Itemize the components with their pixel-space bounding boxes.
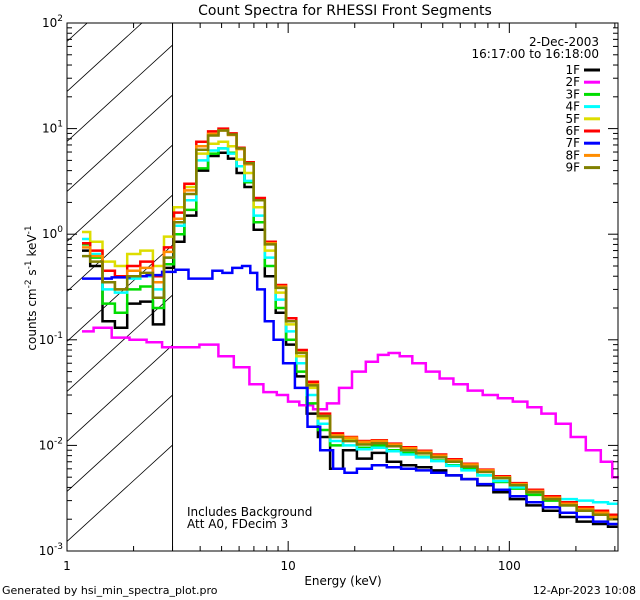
x-tick-label: 1 [63,559,71,573]
hatch-line [67,194,173,292]
series-2F [82,326,619,479]
legend-label-9F: 9F [565,161,580,175]
series-1F [82,151,618,528]
y-tick-label: 10-3 [39,542,63,558]
x-tick-label: 10 [281,559,296,573]
hatch-line [67,44,173,142]
legend-label-2F: 2F [565,75,580,89]
hatch-line [67,23,143,92]
legend-label-7F: 7F [565,136,580,150]
series-6F [82,127,618,517]
legend-label-5F: 5F [565,112,580,126]
legend-label-4F: 4F [565,100,580,114]
hatch-line [67,144,173,242]
annotation-attenuator: Att A0, FDecim 3 [187,517,288,531]
legend-label-8F: 8F [565,148,580,162]
legend-label-3F: 3F [565,87,580,101]
hatch-line [67,94,173,192]
chart-title: Count Spectra for RHESSI Front Segments [198,3,492,19]
y-tick-label: 101 [42,120,63,136]
y-axis-label: counts cm-2 s-1 keV-1 [24,225,39,350]
hatch-line [67,23,88,42]
y-tick-label: 102 [42,14,63,30]
plot-frame [66,22,619,552]
legend-label-6F: 6F [565,124,580,138]
series-5F [82,140,618,519]
y-tick-label: 10-2 [39,436,63,452]
info-date: 2-Dec-2003 [529,35,599,49]
legend-label-1F: 1F [565,63,580,77]
hatch-line [67,394,173,492]
x-axis-label: Energy (keV) [304,574,381,588]
y-tick-label: 100 [42,225,63,241]
hatch-line [67,344,173,442]
y-tick-label: 10-1 [39,331,63,347]
hatch-line [67,444,173,542]
series-9F [82,129,618,521]
info-time-range: 16:17:00 to 16:18:00 [472,47,599,61]
series-7F [82,264,618,526]
series-layer [82,127,619,528]
excluded-energy-hatch [67,23,173,542]
annotation-background: Includes Background [187,505,312,519]
footer-generated-by: Generated by hsi_min_spectra_plot.pro [2,584,218,597]
footer-timestamp: 12-Apr-2023 10:08 [533,584,636,597]
y-axis: 10-3 10-2 10-1 100 101 102 [39,14,618,558]
x-tick-label: 100 [498,559,521,573]
